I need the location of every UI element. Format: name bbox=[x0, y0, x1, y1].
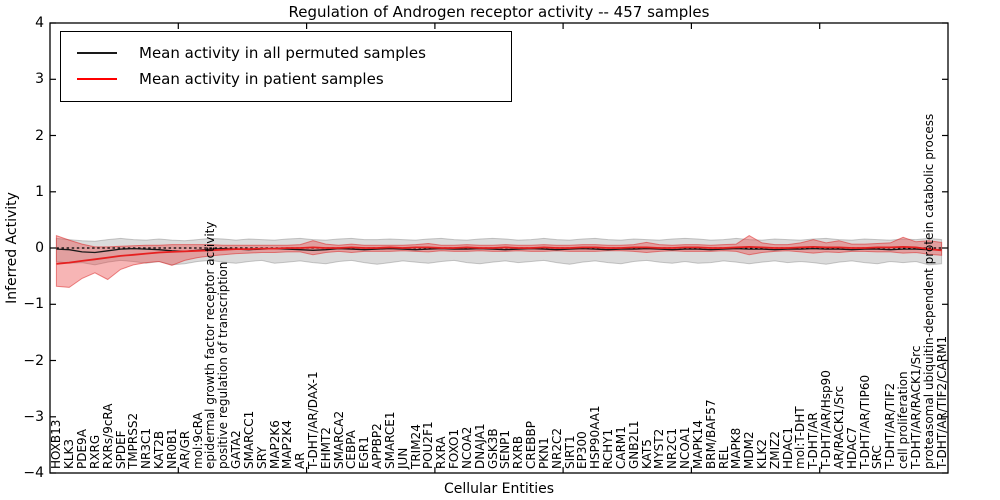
category-label: SMARCC1 bbox=[241, 410, 256, 469]
category-label: RCHY1 bbox=[601, 428, 616, 469]
category-label: SRY bbox=[254, 446, 269, 469]
category-label: GATA2 bbox=[229, 430, 243, 469]
category-label: T-DHT/AR bbox=[806, 412, 821, 469]
category-label: NCOA2 bbox=[459, 426, 474, 469]
category-label: mol:T-DHT bbox=[793, 406, 808, 469]
category-label: EHMT2 bbox=[318, 427, 333, 469]
category-label: SMARCA2 bbox=[331, 410, 346, 469]
category-label: mol:9cRA bbox=[190, 412, 205, 469]
y-tick-label: 4 bbox=[35, 15, 44, 31]
y-tick-label: −3 bbox=[23, 408, 44, 425]
category-label: GSK3B bbox=[485, 428, 500, 469]
category-label: T-DHT/AR/TIP60 bbox=[857, 374, 872, 469]
category-label: EP300 bbox=[575, 431, 590, 469]
category-label: CREBBP bbox=[524, 421, 539, 469]
y-tick-label: 1 bbox=[35, 183, 44, 200]
category-label: AR/RACK1/Src bbox=[831, 385, 846, 469]
category-label: TRIM24 bbox=[408, 424, 423, 469]
permuted-line-sample bbox=[77, 52, 117, 54]
y-tick-label: −2 bbox=[23, 352, 44, 369]
category-label: T-DHT/AR/Hsp90 bbox=[819, 370, 834, 469]
category-label: EGR1 bbox=[357, 436, 372, 469]
x-axis-label: Cellular Entities bbox=[443, 481, 555, 497]
category-label: T-DHT/AR/DAX-1 bbox=[305, 371, 320, 469]
category-label: AR/GR bbox=[177, 430, 192, 469]
legend-label-patient: Mean activity in patient samples bbox=[139, 70, 384, 88]
y-tick-label: 0 bbox=[35, 240, 44, 256]
category-label: APPBP2 bbox=[370, 423, 385, 469]
category-label: BRM/BAF57 bbox=[703, 399, 718, 469]
category-label: MYST2 bbox=[652, 428, 667, 469]
y-tick-label: 2 bbox=[35, 127, 44, 144]
category-label: KAT5 bbox=[639, 439, 654, 469]
category-label: MAPK8 bbox=[729, 427, 744, 469]
legend-label-permuted: Mean activity in all permuted samples bbox=[139, 44, 426, 62]
category-label: proteasomal ubiquitin-dependent protein … bbox=[921, 113, 936, 469]
category-label: KLK3 bbox=[62, 438, 77, 469]
category-label: ZMIZ2 bbox=[767, 431, 782, 469]
category-label: MAPK14 bbox=[690, 420, 705, 469]
category-label: KAT2B bbox=[152, 430, 167, 469]
patient-line-sample bbox=[77, 78, 117, 80]
category-label: CEBPA bbox=[344, 430, 359, 469]
legend-row-permuted: Mean activity in all permuted samples bbox=[61, 40, 511, 66]
category-label: SPDEF bbox=[113, 430, 128, 469]
category-label: NCOA1 bbox=[678, 426, 692, 469]
category-label: REL bbox=[716, 446, 731, 469]
category-label: DNAJA1 bbox=[472, 423, 487, 469]
category-label: PKN1 bbox=[536, 437, 551, 469]
category-label: POU2F1 bbox=[421, 421, 436, 469]
category-label: SRC bbox=[870, 445, 885, 469]
category-label: RXRA bbox=[434, 436, 449, 469]
category-label: T-DHT/AR/RACK1/Src bbox=[908, 345, 923, 469]
category-label: TMPRSS2 bbox=[126, 412, 141, 469]
category-label: SIRT1 bbox=[562, 435, 577, 469]
category-label: GNB2L1 bbox=[626, 420, 641, 469]
category-label: MAP2K6 bbox=[267, 420, 282, 469]
category-label: SMARCE1 bbox=[382, 411, 397, 469]
category-label: PDE9A bbox=[75, 429, 90, 469]
y-tick-label: 3 bbox=[35, 71, 44, 88]
category-label: positive regulation of transcription bbox=[216, 261, 231, 469]
category-label: NR3C1 bbox=[139, 428, 154, 469]
patient-mean-line bbox=[56, 245, 942, 265]
category-label: AR bbox=[293, 452, 308, 469]
category-label: KLK2 bbox=[754, 438, 769, 469]
category-label: RXRG bbox=[87, 434, 102, 469]
legend: Mean activity in all permuted samples Me… bbox=[60, 31, 512, 102]
y-tick-label: −4 bbox=[23, 465, 44, 481]
category-label: HDAC1 bbox=[780, 426, 795, 469]
category-label: RXRs/9cRA bbox=[100, 403, 115, 469]
category-label: HDAC7 bbox=[844, 426, 859, 469]
category-label: HOXB13 bbox=[49, 419, 64, 469]
category-label: T-DHT/AR/TIF2 bbox=[883, 382, 898, 469]
category-label: MAP2K4 bbox=[280, 420, 295, 469]
category-label: NR2C1 bbox=[665, 428, 680, 469]
category-label: cell proliferation bbox=[896, 371, 911, 469]
legend-row-patient: Mean activity in patient samples bbox=[61, 66, 511, 92]
category-label: MDM2 bbox=[742, 431, 757, 469]
category-label: T-DHT/AR/TIF2/CARM1 bbox=[934, 335, 949, 469]
y-tick-label: −1 bbox=[23, 296, 44, 313]
chart-title: Regulation of Androgen receptor activity… bbox=[288, 3, 710, 21]
category-label: epidermal growth factor receptor activit… bbox=[203, 221, 218, 469]
category-label: JUN bbox=[395, 447, 410, 469]
category-label: NR0B1 bbox=[164, 428, 179, 469]
category-label: HSP90AA1 bbox=[588, 405, 603, 469]
category-label: RXRB bbox=[511, 435, 526, 469]
category-label: NR2C2 bbox=[549, 428, 564, 469]
category-label: SENP1 bbox=[498, 429, 513, 469]
category-label: CARM1 bbox=[613, 426, 628, 469]
category-label: FOXO1 bbox=[447, 428, 462, 469]
